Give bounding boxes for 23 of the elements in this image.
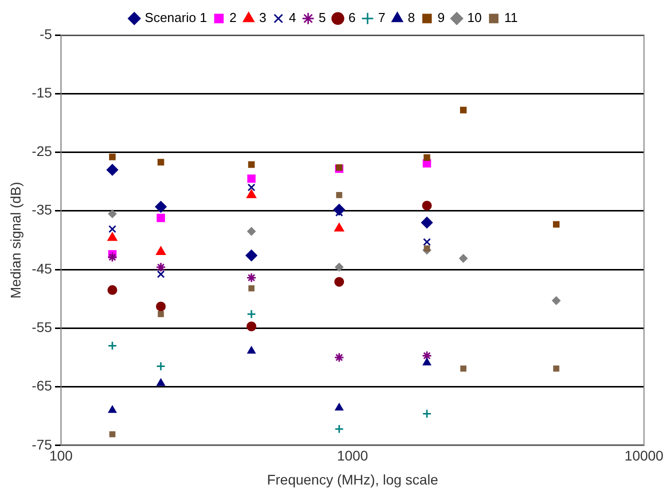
y-tick-label: -55 <box>32 319 52 335</box>
legend-label: 2 <box>229 10 237 26</box>
x-tick-label: 1000 <box>336 448 368 464</box>
legend-label: 7 <box>378 10 386 26</box>
legend-label: 10 <box>467 10 482 26</box>
y-tick-label: -65 <box>32 378 52 394</box>
legend-label: 6 <box>348 10 356 26</box>
y-tick-label: -45 <box>32 260 52 276</box>
x-tick-label: 10000 <box>624 448 664 464</box>
y-tick-label: -15 <box>32 84 52 100</box>
legend-label: 5 <box>318 10 326 26</box>
y-tick-label: -25 <box>32 143 52 160</box>
legend-label: Scenario 1 <box>144 10 207 26</box>
legend-label: 3 <box>259 10 266 26</box>
legend-label: 8 <box>408 10 416 26</box>
x-axis-title: Frequency (MHz), log scale <box>266 471 438 488</box>
legend-label: 4 <box>288 10 296 26</box>
legend-label: 11 <box>504 10 518 26</box>
y-tick-label: -5 <box>40 26 52 42</box>
y-axis-title: Median signal (dB) <box>7 182 24 299</box>
y-tick-label: -75 <box>32 436 52 452</box>
legend-label: 9 <box>438 10 445 26</box>
y-tick-label: -35 <box>32 202 52 218</box>
